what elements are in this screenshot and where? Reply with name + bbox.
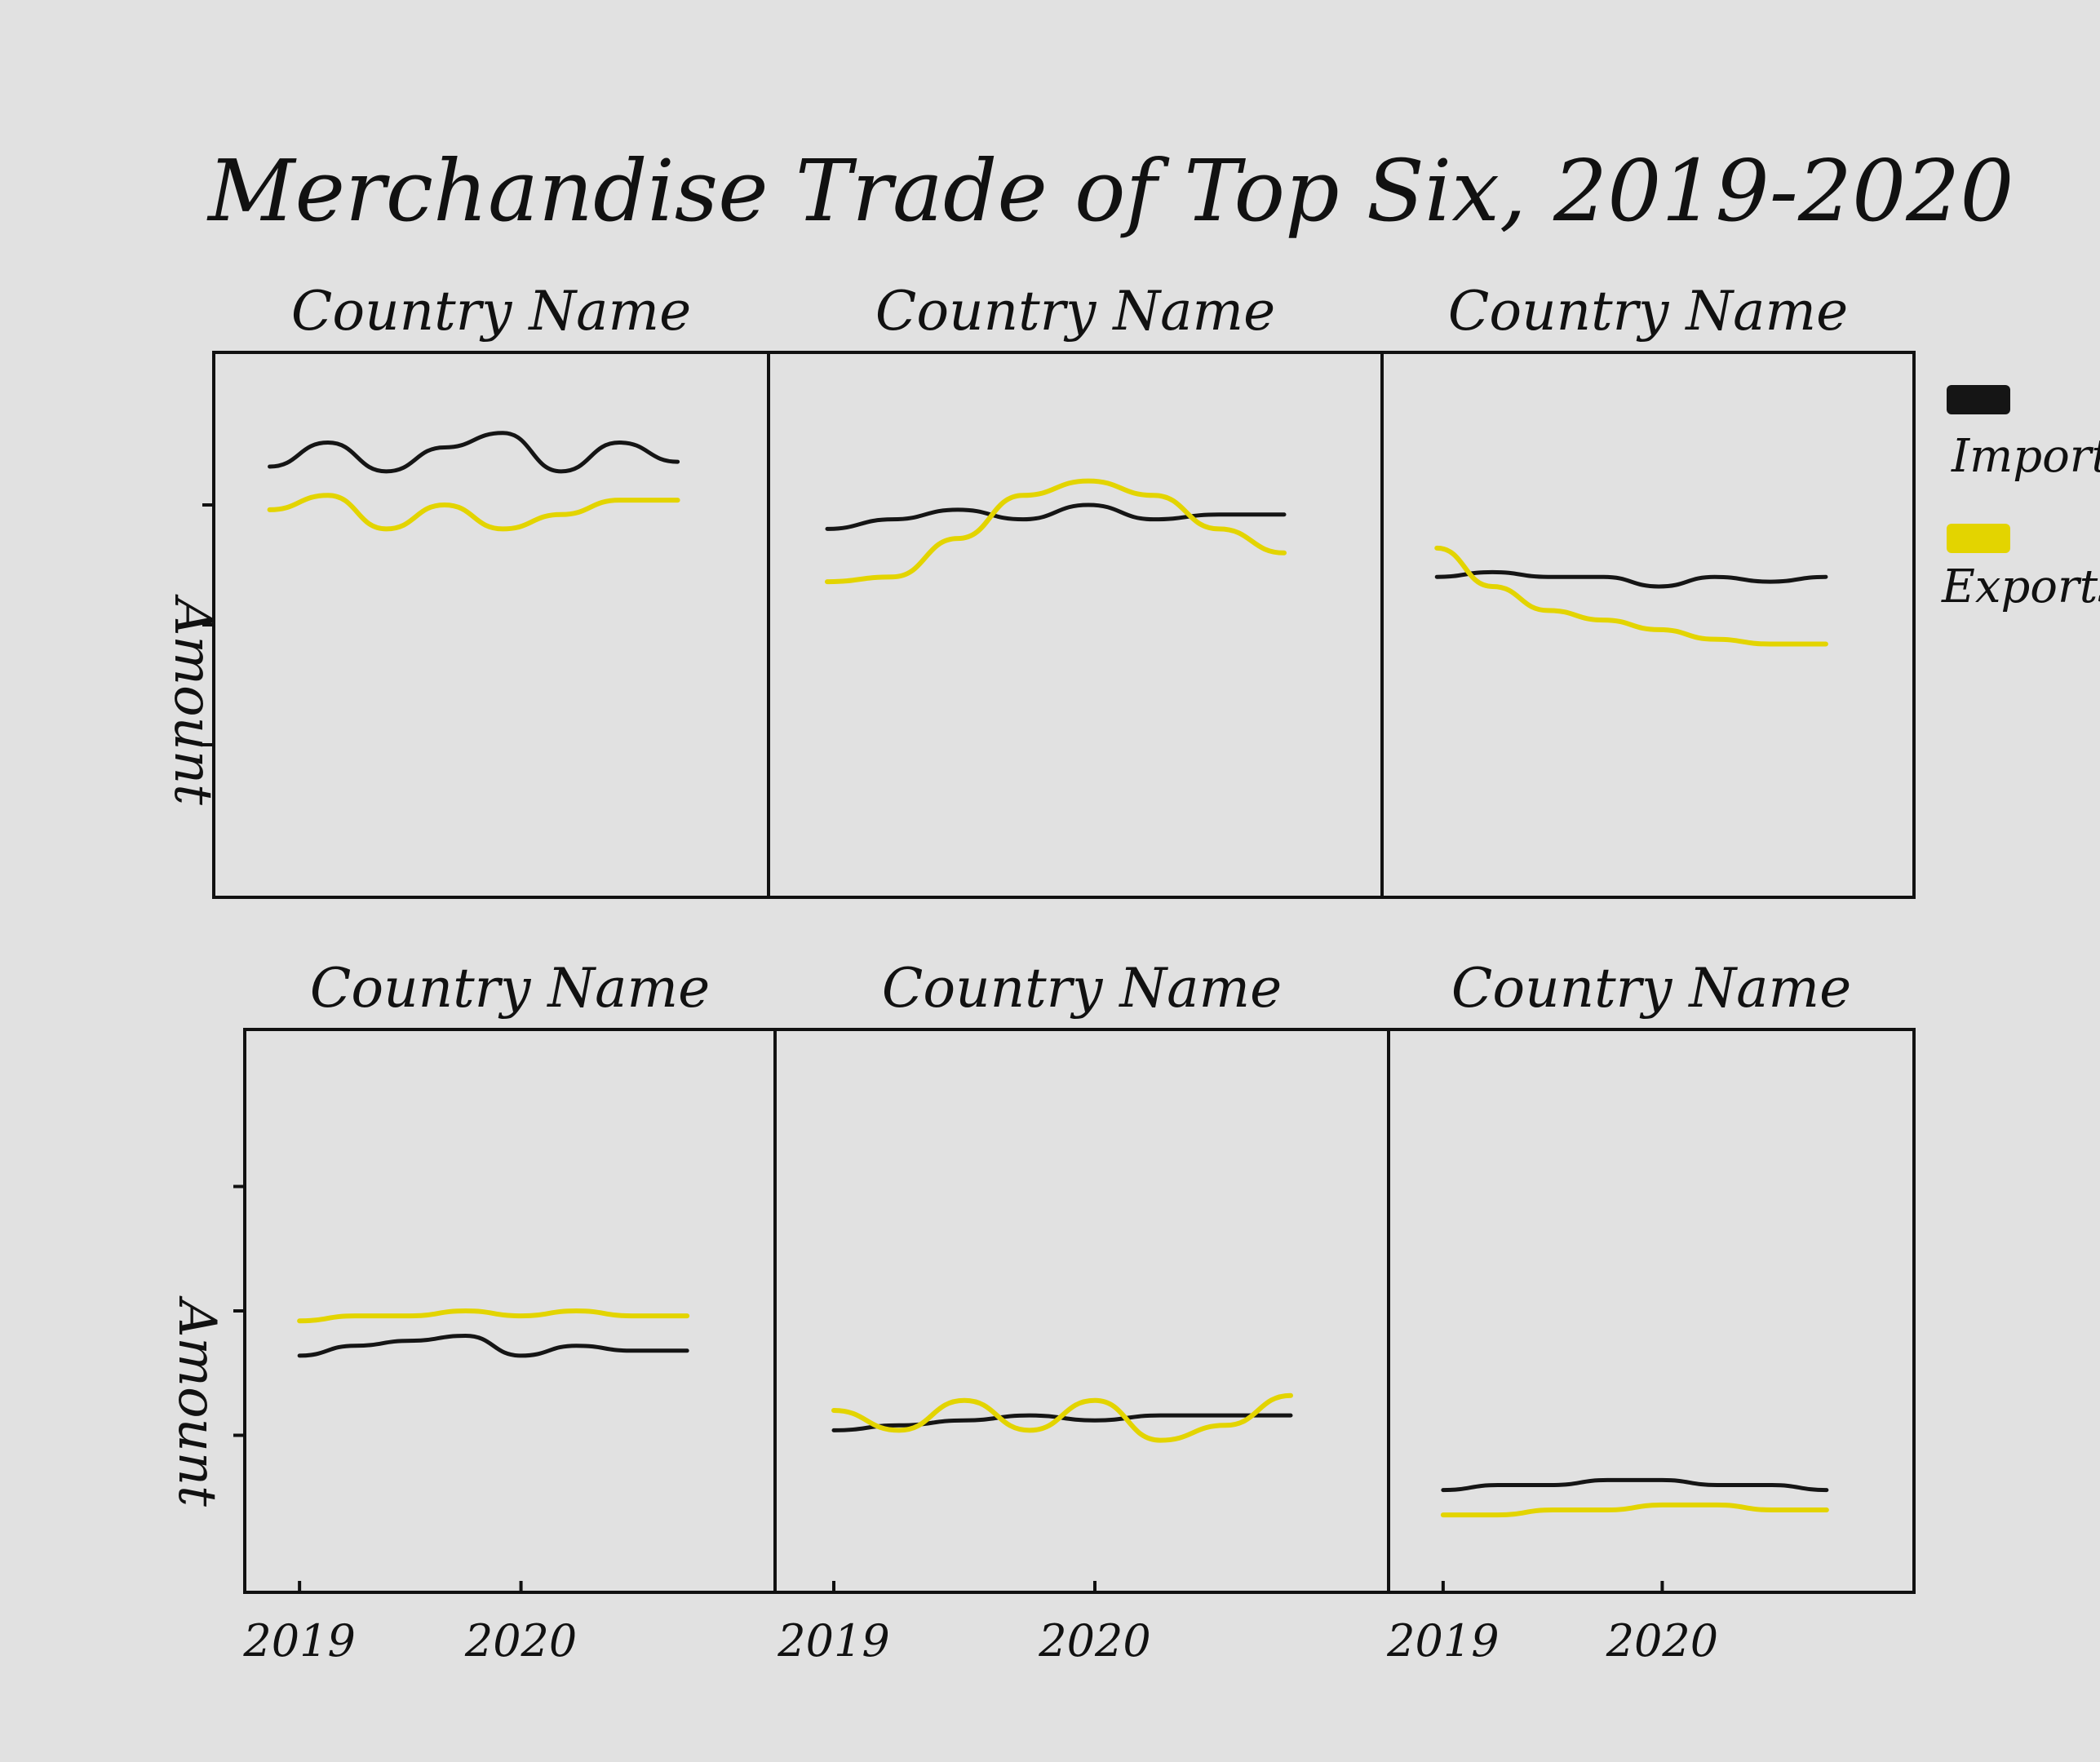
x-tick-label: 2019 <box>777 1615 889 1667</box>
series-line-exports <box>831 1392 1293 1443</box>
panel-4: Country Name 2019 2020 <box>233 957 777 1667</box>
series-line-exports <box>297 1308 690 1324</box>
legend-imports-label: Imports <box>1951 430 2100 483</box>
panel-title: Country Name <box>310 957 710 1020</box>
panel-title: Country Name <box>1448 280 1848 343</box>
legend-exports-label: Exports <box>1941 560 2100 613</box>
panel-title: Country Name <box>882 957 1282 1020</box>
series-line-exports <box>1440 1502 1829 1518</box>
chart-title: Merchandise Trade of Top Six, 2019-2020 <box>206 141 2014 241</box>
series-line-imports <box>268 431 680 474</box>
series-line-imports <box>297 1333 689 1358</box>
panel-title: Country Name <box>1451 957 1851 1020</box>
panel-3: Country Name <box>1380 280 1916 899</box>
panel-frame <box>243 1028 777 1594</box>
x-tick-label: 2020 <box>1606 1615 1718 1667</box>
legend-imports-swatch <box>1947 385 2010 414</box>
series-line-imports <box>1434 569 1828 589</box>
series-line-exports <box>267 493 680 532</box>
panel-5: Country Name 2019 2020 <box>773 957 1390 1667</box>
panel-frame <box>773 1028 1390 1594</box>
panel-frame <box>1387 1028 1916 1594</box>
series-line-imports <box>825 502 1287 531</box>
panel-6: Country Name 2019 2020 <box>1386 957 1916 1667</box>
panel-frame <box>767 351 1384 899</box>
panel-title: Country Name <box>875 280 1275 343</box>
x-tick-label: 2019 <box>242 1615 355 1667</box>
series-line-exports <box>1434 545 1828 647</box>
x-tick-label: 2020 <box>464 1615 577 1667</box>
panel-title: Country Name <box>291 280 691 343</box>
panels-layer: Country Name Country Name Country NameCoun… <box>202 280 1916 1667</box>
series-line-imports <box>1441 1477 1829 1493</box>
series-line-exports <box>825 478 1287 585</box>
x-tick-label: 2019 <box>1386 1615 1499 1667</box>
y-axis-label-bottom: Amount <box>166 1295 227 1507</box>
panel-2: Country Name <box>767 280 1384 899</box>
x-tick-label: 2020 <box>1038 1615 1150 1667</box>
panel-1: Country Name <box>202 280 770 899</box>
legend-exports-swatch <box>1947 524 2010 553</box>
legend: Imports Exports <box>1941 385 2100 613</box>
panel-frame <box>1380 351 1916 899</box>
